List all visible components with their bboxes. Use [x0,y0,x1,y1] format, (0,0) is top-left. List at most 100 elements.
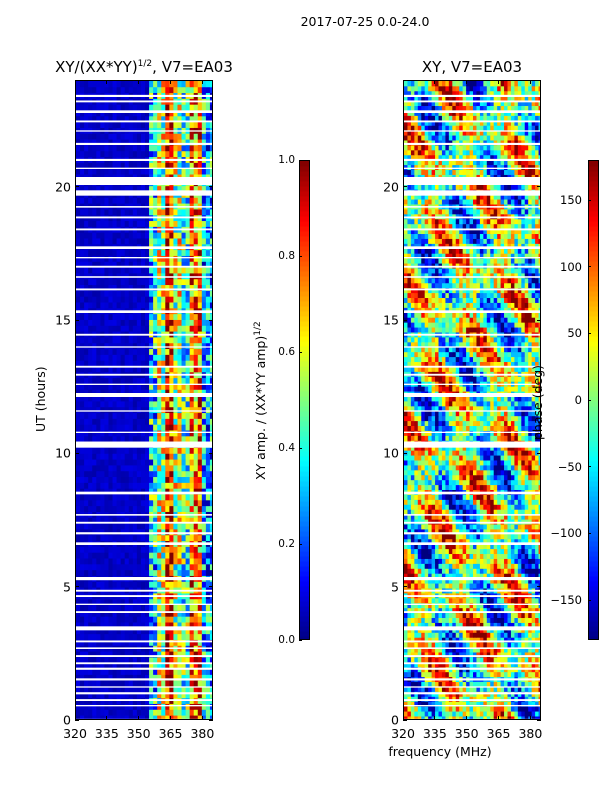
amp-heatmap-cell [177,313,182,320]
amp-colorbar-segment [300,611,309,617]
amp-heatmap-cell [153,354,158,361]
amp-heatmap-cell [136,389,142,396]
phase-heatmap-cell [410,681,415,687]
amp-heatmap-cell [177,715,182,719]
phase-heatmap-cell [504,671,508,678]
amp-heatmap-cell [104,529,109,536]
amp-heatmap-cell [92,401,97,408]
amp-heatmap-cell [140,261,146,268]
phase-heatmap-cell [448,642,453,648]
amp-heatmap-cell [209,104,212,111]
amp-heatmap-cell [140,325,146,332]
amp-heatmap-cell [80,220,85,227]
amp-heatmap-cell [205,249,211,256]
amp-heatmap-cell [88,604,93,611]
phase-heatmap-cell [421,686,426,692]
amp-heatmap-cell [205,290,211,297]
phase-heatmap-cell [435,612,439,619]
amp-heatmap-cell [161,476,166,483]
phase-heatmap-cell [428,642,432,648]
amp-heatmap-cell [153,435,158,443]
phase-heatmap-cell [404,661,408,668]
amp-heatmap-cell [76,238,81,245]
amp-heatmap-cell [140,342,146,350]
phase-heatmap-cell [407,597,412,604]
amp-heatmap-cell [84,115,89,123]
phase-heatmap-cell [421,622,426,628]
amp-heatmap-cell [92,430,97,437]
amp-heatmap-cell [128,505,134,512]
amp-heatmap-cell [140,197,146,204]
phase-heatmap-cell [490,612,495,619]
amp-heatmap-cell [209,389,212,396]
amp-heatmap-cell [88,581,93,588]
amp-heatmap-cell [197,389,203,396]
phase-heatmap-cell [483,652,488,658]
amp-heatmap-cell [197,505,203,512]
phase-heatmap-cell [514,711,519,717]
amp-heatmap-cell [124,81,130,88]
amp-heatmap-cell [76,401,81,408]
amp-heatmap-cell [201,383,207,390]
amp-heatmap-cell [209,150,212,158]
amp-heatmap-cell [149,674,154,681]
phase-heatmap-cell [438,696,443,702]
amp-heatmap-cell [189,290,195,297]
amp-heatmap-cell [201,680,207,687]
amp-heatmap-cell [209,453,212,460]
amp-heatmap-cell [173,162,178,169]
amp-heatmap-cell [92,284,97,291]
amp-heatmap-cell [209,273,212,280]
amp-heatmap-cell [112,261,117,268]
phase-heatmap-cell [428,716,432,719]
phase-heatmap-cell [438,647,443,653]
amp-heatmap-cell [100,604,105,611]
amp-heatmap-cell [209,622,212,629]
amp-heatmap-cell [108,691,113,699]
amp-heatmap-cell [80,337,85,344]
amp-heatmap-cell [136,622,142,629]
amp-heatmap-cell [76,267,81,274]
amp-heatmap-cell [193,319,199,326]
amp-heatmap-cell [84,267,89,274]
amp-heatmap-cell [177,150,182,158]
amp-colorbar-segment [300,291,309,297]
amp-heatmap-cell [149,313,154,320]
amp-heatmap-cell [88,430,93,437]
phase-heatmap-cell [431,696,436,702]
amp-heatmap-cell [100,581,105,588]
amp-heatmap-cell [112,610,117,617]
amp-heatmap-cell [205,348,211,355]
amp-heatmap-cell [165,110,170,117]
amp-heatmap-cell [145,691,150,699]
amp-heatmap-cell [80,534,85,542]
amp-heatmap-cell [189,278,195,286]
amp-heatmap-cell [185,505,191,512]
amp-heatmap-cell [173,418,178,425]
amp-heatmap-cell [100,296,105,303]
amp-heatmap-cell [88,395,93,402]
phase-heatmap-cell [455,622,460,628]
phase-heatmap-cell [493,617,498,623]
phase-heatmap-cell [431,602,436,609]
phase-heatmap-cell [441,696,446,702]
amp-heatmap-cell [92,296,97,303]
phase-heatmap-cell [407,607,412,614]
amp-heatmap-cell [145,523,150,530]
amp-heatmap-cell [88,517,93,524]
amp-heatmap-cell [108,552,113,559]
phase-heatmap-cell [500,657,505,663]
phase-heatmap-cell [507,632,512,638]
phase-heatmap-cell [441,622,446,628]
amp-heatmap-cell [140,517,146,524]
phase-heatmap-cell [459,686,464,692]
amp-heatmap-cell [181,348,186,355]
amp-heatmap-cell [80,302,85,309]
phase-heatmap-cell [517,671,522,678]
amp-heatmap-cell [185,569,191,576]
amp-heatmap-cell [169,255,174,262]
amp-heatmap-cell [177,197,182,204]
amp-heatmap-cell [128,319,134,326]
phase-heatmap-cell [404,681,408,687]
amp-heatmap-cell [185,325,191,332]
